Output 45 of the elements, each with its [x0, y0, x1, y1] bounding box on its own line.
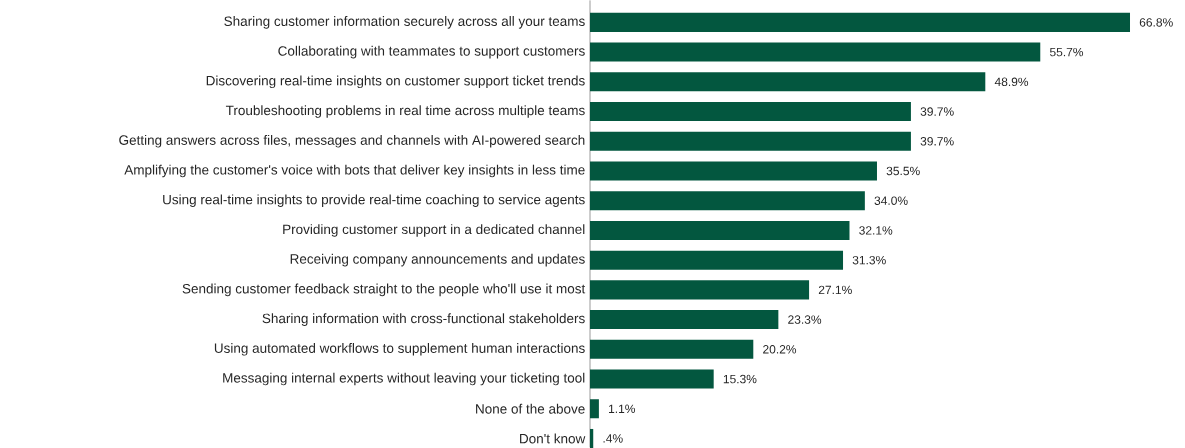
bar	[590, 310, 779, 330]
y-tick-label: Collaborating with teammates to support customers	[278, 45, 585, 59]
data-label: 23.3%	[788, 315, 822, 324]
data-label: 39.7%	[920, 137, 954, 146]
y-tick-label: Using automated workflows to supplement human interactions	[214, 343, 585, 356]
data-label: .4%	[603, 434, 623, 443]
bar	[590, 399, 599, 419]
bar	[590, 72, 986, 92]
bar	[590, 220, 850, 240]
y-tick-label: Messaging internal experts without leaving your ticketing tool	[223, 372, 585, 386]
bar	[590, 369, 714, 389]
data-label: 66.8%	[1139, 18, 1173, 27]
y-tick-label: Sharing customer information securely across all your teams	[224, 16, 585, 29]
y-tick-label: Sending customer feedback straight to the people who'll use it most	[182, 283, 586, 297]
bar	[590, 102, 911, 122]
bar	[590, 250, 844, 270]
bar	[590, 161, 877, 181]
y-tick-label: Discovering real-time insights on customer support ticket trends	[206, 75, 585, 89]
bar	[590, 428, 594, 448]
y-tick-label: Getting answers across files, messages and channels with AI-powered search	[119, 134, 585, 148]
data-label: 15.3%	[723, 374, 757, 384]
y-tick-label: Receiving company announcements and updates	[290, 253, 585, 267]
y-tick-label: Don't know	[520, 433, 586, 444]
data-label: 35.5%	[886, 166, 920, 176]
bar	[590, 131, 911, 151]
data-label: 1.1%	[609, 404, 636, 413]
data-label: 34.0%	[874, 196, 908, 205]
data-label: 27.1%	[818, 285, 852, 295]
data-label: 31.3%	[852, 255, 886, 265]
y-tick-label: Using real-time insights to provide real-time coaching to service agents	[163, 194, 585, 207]
data-label: 20.2%	[763, 345, 797, 354]
bar	[590, 339, 754, 359]
bar	[590, 42, 1041, 62]
data-label: 39.7%	[920, 107, 954, 116]
data-label: 55.7%	[1049, 47, 1084, 57]
y-tick-label: Troubleshooting problems in real time across multiple teams	[225, 105, 585, 118]
data-label: 48.9%	[994, 77, 1029, 87]
y-tick-label: Providing customer support in a dedicated channel	[283, 224, 585, 237]
data-label: 32.1%	[859, 226, 893, 235]
y-tick-label: None of the above	[476, 403, 585, 414]
y-tick-label: Sharing information with cross-functional stakeholders	[262, 313, 585, 326]
y-tick-label: Amplifying the customer's voice with bots that deliver key insights in less time	[124, 164, 585, 178]
bar	[590, 12, 1130, 32]
bar	[590, 280, 810, 300]
bar	[590, 191, 865, 211]
